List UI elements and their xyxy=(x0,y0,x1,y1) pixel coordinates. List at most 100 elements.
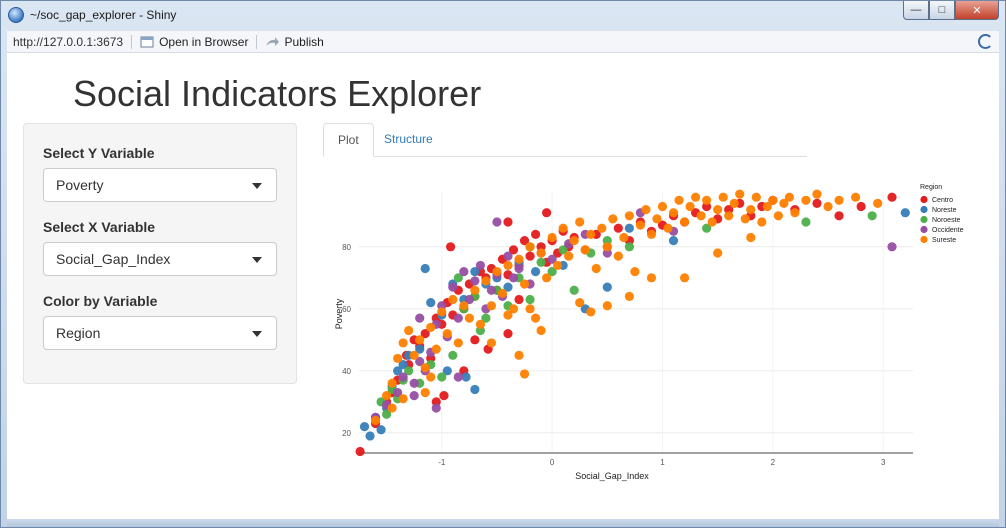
data-point-sureste xyxy=(415,335,425,345)
open-in-browser-button[interactable]: Open in Browser xyxy=(140,35,248,49)
data-point-sureste xyxy=(459,301,469,311)
data-point-sureste xyxy=(503,310,513,320)
data-point-sureste xyxy=(519,279,530,289)
page-title: Social Indicators Explorer xyxy=(73,73,482,114)
data-point-sureste xyxy=(575,298,585,308)
data-point-centro xyxy=(420,329,430,339)
data-point-noreste xyxy=(624,223,634,233)
minimize-button[interactable]: — xyxy=(903,1,929,20)
data-point-noreste xyxy=(530,267,541,277)
data-point-sureste xyxy=(514,254,524,264)
data-point-sureste xyxy=(398,394,408,404)
data-point-sureste xyxy=(679,273,690,283)
data-point-sureste xyxy=(751,192,761,202)
x-tick-label: 3 xyxy=(881,458,886,467)
data-point-sureste xyxy=(746,232,756,243)
data-point-sureste xyxy=(735,189,745,199)
y-tick-label: 60 xyxy=(342,305,351,314)
data-point-sureste xyxy=(508,304,519,314)
data-point-sureste xyxy=(530,313,541,323)
data-point-sureste xyxy=(851,192,861,202)
data-point-centro xyxy=(542,208,552,218)
data-point-noreste xyxy=(359,422,370,432)
maximize-button[interactable]: □ xyxy=(929,1,955,20)
data-point-centro xyxy=(812,198,822,209)
data-point-sureste xyxy=(553,260,563,271)
x-tick-label: 2 xyxy=(771,458,776,467)
legend-title: Region xyxy=(920,184,942,191)
data-point-noroeste xyxy=(558,245,568,255)
x-tick-label: 1 xyxy=(660,458,665,467)
data-point-sureste xyxy=(597,223,607,233)
title-bar: ~/soc_gap_explorer - Shiny — □ ✕ xyxy=(1,1,1005,31)
data-point-sureste xyxy=(718,192,728,202)
legend-swatch xyxy=(920,235,928,244)
data-point-sureste xyxy=(762,201,772,212)
tab-structure[interactable]: Structure xyxy=(384,132,433,146)
data-point-sureste xyxy=(768,195,778,205)
data-point-sureste xyxy=(646,229,657,240)
data-point-sureste xyxy=(586,229,596,240)
close-button[interactable]: ✕ xyxy=(955,1,999,20)
data-point-sureste xyxy=(536,325,546,336)
data-point-sureste xyxy=(404,325,414,336)
data-point-sureste xyxy=(470,285,480,295)
data-point-noreste xyxy=(602,282,612,292)
data-point-sureste xyxy=(564,251,574,261)
scatter-plot: -1 0 1 2 3 20 40 60 80 Social_Gap_Index Poverty Reg… xyxy=(334,184,964,481)
data-point-sureste xyxy=(652,214,662,224)
shiny-app-content: Social Indicators Explorer Select Y Vari… xyxy=(7,53,999,519)
data-point-sureste xyxy=(724,211,734,221)
x-tick-label: -1 xyxy=(438,458,446,467)
data-point-sureste xyxy=(475,319,485,329)
data-point-sureste xyxy=(398,338,408,348)
publish-button[interactable]: Publish xyxy=(265,35,324,49)
x-variable-select[interactable]: Social_Gap_Index xyxy=(43,242,277,276)
x-variable-value: Social_Gap_Index xyxy=(56,251,171,267)
color-variable-value: Region xyxy=(56,325,101,341)
window-bottom-border xyxy=(7,519,999,527)
data-point-noroeste xyxy=(404,366,414,376)
color-variable-select[interactable]: Region xyxy=(43,316,277,350)
legend-swatch xyxy=(920,225,928,234)
data-point-sureste xyxy=(812,189,822,199)
legend-swatch xyxy=(920,205,928,214)
data-point-sureste xyxy=(519,369,530,379)
data-point-sureste xyxy=(801,195,811,205)
data-point-centro xyxy=(470,335,480,345)
legend-label: Occidente xyxy=(932,227,964,234)
url-display: http://127.0.0.1:3673 xyxy=(13,34,124,49)
y-variable-label: Select Y Variable xyxy=(43,145,155,161)
data-point-sureste xyxy=(757,217,767,227)
data-point-sureste xyxy=(492,267,502,277)
data-point-noreste xyxy=(461,372,471,382)
data-point-noroeste xyxy=(867,211,877,221)
data-point-occidente xyxy=(464,294,474,305)
data-point-occidente xyxy=(393,387,403,398)
data-point-sureste xyxy=(773,211,783,221)
data-point-sureste xyxy=(558,223,568,233)
data-point-sureste xyxy=(497,288,508,298)
data-point-sureste xyxy=(635,220,646,230)
data-point-sureste xyxy=(453,338,463,348)
open-in-browser-label: Open in Browser xyxy=(159,34,249,49)
data-point-centro xyxy=(856,201,866,212)
data-point-noreste xyxy=(900,208,910,218)
data-point-noroeste xyxy=(702,223,712,233)
data-point-noroeste xyxy=(437,372,447,382)
x-axis-label: Social_Gap_Index xyxy=(575,471,649,481)
data-point-sureste xyxy=(696,211,706,221)
y-variable-select[interactable]: Poverty xyxy=(43,168,277,202)
tab-bar: Plot Structure xyxy=(323,123,807,157)
data-point-centro xyxy=(887,192,897,202)
data-point-sureste xyxy=(602,301,612,311)
data-point-noreste xyxy=(668,236,679,246)
data-point-noroeste xyxy=(481,313,491,323)
data-point-noroeste xyxy=(547,267,557,277)
data-point-sureste xyxy=(624,211,634,221)
data-point-occidente xyxy=(448,282,458,292)
data-point-centro xyxy=(530,229,541,240)
tab-plot[interactable]: Plot xyxy=(323,123,374,157)
refresh-icon[interactable] xyxy=(978,34,993,49)
data-point-sureste xyxy=(525,304,535,314)
